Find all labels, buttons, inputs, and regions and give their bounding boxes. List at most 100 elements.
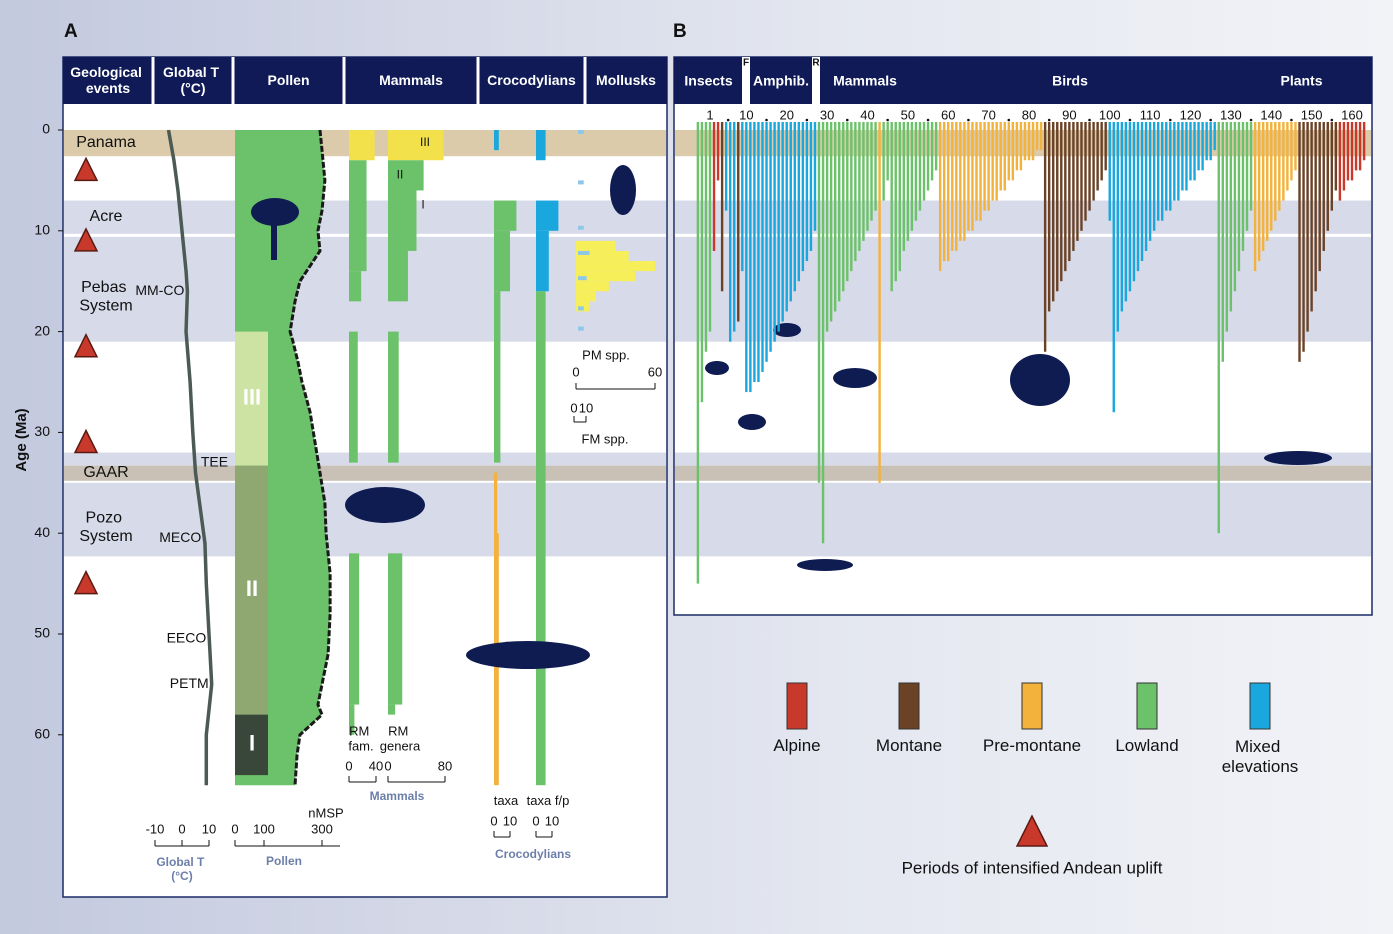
x-tick-label: 50 bbox=[901, 107, 915, 122]
silhouette bbox=[251, 198, 299, 226]
lineage-bar bbox=[712, 122, 716, 251]
tick-dot bbox=[967, 118, 970, 122]
lineage-bar bbox=[942, 122, 946, 262]
panel-label: A bbox=[64, 21, 78, 42]
lineage-bar bbox=[898, 122, 901, 272]
fm-bar bbox=[578, 326, 584, 331]
lineage-bar bbox=[1233, 122, 1237, 292]
lineage-bar bbox=[979, 122, 982, 221]
fm-bar bbox=[578, 225, 584, 230]
lineage-bar bbox=[1314, 122, 1317, 292]
lineage-bar bbox=[1282, 122, 1285, 201]
pollen-curve bbox=[288, 129, 332, 786]
zone-label: II bbox=[397, 167, 404, 181]
histogram-bar bbox=[576, 291, 596, 302]
lineage-bar bbox=[805, 122, 809, 262]
lineage-bar bbox=[825, 122, 829, 332]
y-tick-label: 0 bbox=[42, 121, 50, 137]
lineage-bar bbox=[1019, 122, 1023, 171]
lineage-bar bbox=[1007, 122, 1010, 181]
interval-bar bbox=[494, 472, 498, 534]
lineage-bar bbox=[745, 122, 748, 393]
tick-dot bbox=[1249, 118, 1253, 122]
y-tick-label: 60 bbox=[34, 726, 50, 742]
interval-bar bbox=[349, 130, 375, 161]
lineage-bar bbox=[1047, 122, 1051, 312]
lineage-bar bbox=[858, 122, 861, 251]
lineage-bar bbox=[728, 122, 732, 342]
event-band bbox=[675, 482, 1371, 557]
axis-label: Global T (°C) bbox=[156, 855, 207, 883]
fm-bar bbox=[578, 276, 587, 281]
interval-bar bbox=[388, 553, 403, 705]
lineage-bar bbox=[1003, 122, 1006, 191]
interval-bar bbox=[388, 250, 408, 302]
lineage-bar bbox=[1136, 122, 1140, 272]
x-tick-label: 60 bbox=[941, 107, 955, 122]
lineage-bar bbox=[753, 122, 756, 382]
lineage-bar bbox=[809, 122, 813, 251]
axis-title: Age (Ma) bbox=[13, 408, 30, 471]
lineage-bar bbox=[773, 122, 776, 342]
uplift-marker bbox=[73, 428, 99, 454]
column-header: Mammals bbox=[379, 72, 443, 88]
lineage-bar bbox=[757, 122, 760, 382]
annotation: MECO bbox=[159, 529, 201, 545]
lineage-bar bbox=[1245, 122, 1249, 231]
tick-dot bbox=[845, 118, 849, 122]
lineage-bar bbox=[938, 122, 942, 272]
lineage-bar bbox=[894, 122, 897, 282]
lineage-bar bbox=[947, 122, 950, 262]
lineage-bar bbox=[1027, 122, 1031, 161]
event-label: Pebas System bbox=[79, 279, 132, 314]
fm-bar bbox=[578, 130, 584, 134]
silhouette bbox=[1010, 354, 1070, 406]
lineage-bar bbox=[829, 122, 833, 322]
legend-swatch bbox=[898, 682, 920, 730]
uplift-marker bbox=[73, 227, 99, 252]
axis-unit: nMSP bbox=[308, 805, 343, 820]
lineage-bar bbox=[1330, 122, 1334, 211]
lineage-bar bbox=[716, 122, 720, 181]
silhouette bbox=[610, 165, 636, 215]
interval-bar bbox=[388, 704, 396, 715]
axis-label: Pollen bbox=[266, 854, 302, 868]
lineage-bar bbox=[1257, 122, 1261, 262]
lineage-bar bbox=[1076, 122, 1079, 241]
lineage-bar bbox=[1096, 122, 1099, 191]
lineage-bar bbox=[1237, 122, 1241, 272]
x-tick-label: 140 bbox=[1260, 107, 1282, 122]
x-tick-label: 10 bbox=[503, 813, 517, 828]
lineage-bar bbox=[959, 122, 962, 241]
column-label: RM genera bbox=[380, 724, 421, 754]
group-header: Plants bbox=[1280, 73, 1322, 89]
zone-label: I bbox=[249, 731, 255, 756]
lineage-bar bbox=[708, 122, 712, 332]
lineage-bar bbox=[1213, 122, 1216, 151]
lineage-bar bbox=[1169, 122, 1172, 211]
lineage-bar bbox=[1290, 122, 1293, 181]
header-gap bbox=[742, 57, 750, 104]
lineage-bar bbox=[983, 122, 986, 211]
legend-swatch bbox=[1249, 682, 1271, 730]
lineage-bar bbox=[930, 122, 934, 181]
panel-label: B bbox=[673, 21, 687, 42]
tick-dot bbox=[1209, 118, 1212, 122]
lineage-bar bbox=[918, 122, 922, 211]
group-label: F bbox=[743, 58, 749, 69]
lineage-bar bbox=[1306, 122, 1309, 332]
uplift-marker bbox=[73, 333, 99, 358]
x-tick-label: 100 bbox=[253, 821, 275, 836]
histogram-bar bbox=[576, 250, 629, 262]
lineage-bar bbox=[854, 122, 857, 262]
lineage-bar bbox=[1104, 122, 1107, 171]
lineage-bar bbox=[967, 122, 970, 231]
interval-bar bbox=[536, 200, 559, 231]
lineage-bar bbox=[902, 122, 906, 251]
x-tick-label: 70 bbox=[981, 107, 995, 122]
legend-label: Alpine bbox=[773, 736, 820, 755]
lineage-bar bbox=[999, 122, 1002, 191]
event-band bbox=[675, 452, 1371, 466]
x-tick-label: 80 bbox=[1022, 107, 1036, 122]
